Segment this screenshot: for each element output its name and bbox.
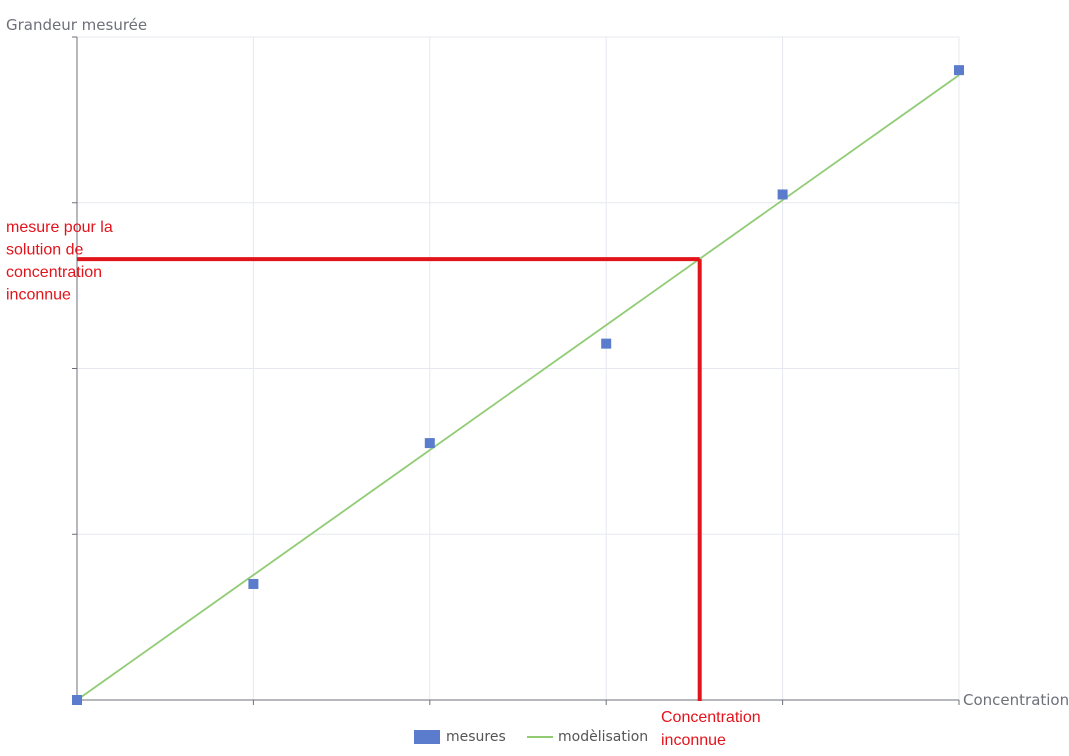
model-line [76, 74, 960, 701]
grid [77, 36, 960, 700]
unknown-concentration-annotation: Concentration inconnue [661, 709, 761, 749]
legend-mesures-label: mesures [446, 729, 506, 745]
annotation-line: solution de [6, 242, 83, 259]
model-series [76, 74, 960, 701]
measure-point-3 [601, 338, 612, 349]
unknown-concentration-guides [77, 257, 702, 701]
legend-modelisation-label: modèlisation [558, 729, 648, 745]
annotation-line: concentration [6, 264, 102, 281]
measure-point-4 [777, 189, 788, 200]
axes [72, 36, 960, 705]
unknown-measure-annotation: mesure pour la solution de concentration in… [6, 219, 113, 304]
legend-mesures-swatch [414, 730, 440, 744]
annotation-line: inconnue [6, 287, 71, 304]
measure-point-2 [424, 438, 435, 449]
y-axis-title: Grandeur mesurée [6, 16, 147, 34]
annotation-line: Concentration [661, 709, 761, 726]
legend: mesures modèlisation [414, 729, 648, 745]
measure-series [72, 65, 964, 705]
measure-point-0 [72, 695, 82, 705]
x-axis-title: Concentration [963, 691, 1069, 709]
measure-point-5 [954, 65, 964, 76]
annotation-line: mesure pour la [6, 219, 113, 236]
annotation-line: inconnue [661, 732, 726, 749]
measure-point-1 [248, 578, 259, 589]
axis-ticks [72, 36, 960, 705]
